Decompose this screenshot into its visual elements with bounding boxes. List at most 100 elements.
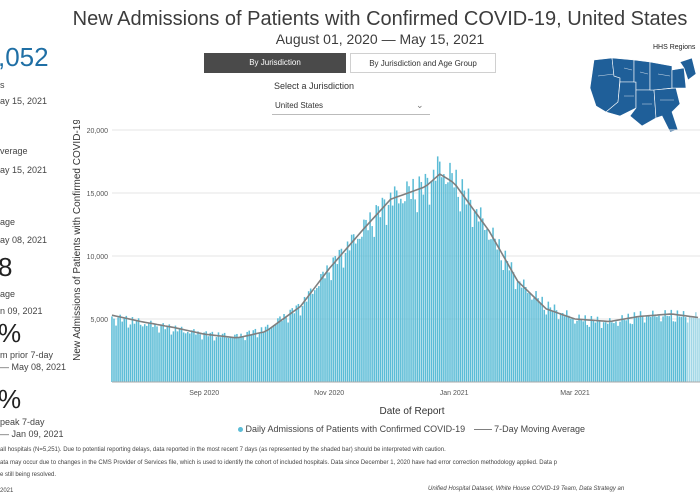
x-tick-label: Nov 2020 xyxy=(314,390,344,397)
date-range-subtitle: August 01, 2020 — May 15, 2021 xyxy=(275,31,485,47)
daily-admissions-bar xyxy=(197,331,199,382)
daily-admissions-bar xyxy=(449,162,451,382)
daily-admissions-bar xyxy=(143,324,146,382)
tab-by-jurisdiction[interactable]: By Jurisdiction xyxy=(204,53,346,73)
daily-admissions-bar xyxy=(152,326,154,382)
kpi-total-admissions-date: ay 15, 2021 xyxy=(0,96,48,106)
daily-admissions-bar xyxy=(156,326,158,382)
daily-admissions-bar xyxy=(379,217,382,382)
daily-admissions-bar xyxy=(199,334,201,382)
daily-admissions-bar xyxy=(475,209,478,382)
daily-admissions-bar xyxy=(467,188,470,382)
kpi-change-peak-line1: peak 7-day xyxy=(0,417,45,427)
map-region-plains[interactable] xyxy=(633,59,651,91)
daily-admissions-bar xyxy=(621,315,623,382)
daily-admissions-bar xyxy=(301,306,304,382)
daily-admissions-bar xyxy=(363,219,365,382)
daily-admissions-bar xyxy=(428,204,431,382)
daily-admissions-bar xyxy=(590,316,593,382)
daily-admissions-bar xyxy=(219,337,222,382)
daily-admissions-bar xyxy=(650,316,652,382)
daily-admissions-bar xyxy=(225,337,228,382)
jurisdiction-select[interactable]: United States xyxy=(272,97,430,115)
kpi-peak-date: n 09, 2021 xyxy=(0,306,43,316)
daily-admissions-bar xyxy=(154,323,156,382)
daily-admissions-bar xyxy=(287,322,289,382)
daily-admissions-bar xyxy=(350,234,353,382)
daily-admissions-bar xyxy=(635,317,638,382)
daily-admissions-bar xyxy=(238,337,240,382)
daily-admissions-bar xyxy=(252,330,255,382)
daily-admissions-bar xyxy=(549,307,552,382)
daily-admissions-bar xyxy=(406,181,408,382)
daily-admissions-bar xyxy=(533,298,535,382)
daily-admissions-bar xyxy=(414,199,416,382)
daily-admissions-bar xyxy=(205,331,207,382)
map-region-midwest[interactable] xyxy=(649,61,673,91)
daily-admissions-bar xyxy=(381,197,384,382)
daily-admissions-bar xyxy=(230,337,232,382)
x-tick-label: Sep 2020 xyxy=(189,390,219,397)
map-region-mid-atlantic[interactable] xyxy=(671,67,687,89)
daily-admissions-bar xyxy=(211,331,214,382)
daily-admissions-bar xyxy=(566,310,568,382)
daily-admissions-bar xyxy=(459,211,462,382)
daily-admissions-bar xyxy=(455,169,457,382)
daily-admissions-bar xyxy=(162,323,164,382)
daily-admissions-bar xyxy=(367,230,369,382)
daily-admissions-bar xyxy=(518,281,521,382)
daily-admissions-bar xyxy=(623,319,625,382)
kpi-change-prior-value: % xyxy=(0,318,22,348)
daily-admissions-bar xyxy=(127,327,130,382)
daily-admissions-bar xyxy=(195,334,197,382)
daily-admissions-bar xyxy=(393,186,396,382)
daily-admissions-bar xyxy=(672,321,675,382)
daily-admissions-bar xyxy=(664,310,666,382)
daily-admissions-bar xyxy=(164,329,166,382)
daily-admissions-bar xyxy=(561,312,564,382)
daily-admissions-bar xyxy=(695,312,697,382)
daily-admissions-bar xyxy=(504,250,507,382)
map-region-northeast[interactable] xyxy=(679,57,697,81)
line-legend-swatch xyxy=(473,429,492,431)
daily-admissions-bar xyxy=(201,339,203,382)
daily-admissions-bar xyxy=(404,201,406,382)
daily-admissions-bar xyxy=(662,316,664,382)
daily-admissions-bar xyxy=(184,333,187,382)
daily-admissions-bar xyxy=(217,332,220,382)
daily-admissions-bar xyxy=(625,320,627,382)
y-axis-label: New Admissions of Patients with Confirme… xyxy=(72,120,83,361)
daily-admissions-bar xyxy=(438,161,441,382)
daily-admissions-bar xyxy=(568,315,570,382)
daily-admissions-bar xyxy=(330,280,332,382)
tab-by-jurisdiction-and-age-group[interactable]: By Jurisdiction and Age Group xyxy=(350,53,496,73)
daily-admissions-bar xyxy=(416,212,418,382)
daily-admissions-bar xyxy=(268,328,271,382)
daily-admissions-bar xyxy=(148,322,150,382)
daily-admissions-bar xyxy=(484,230,486,382)
daily-admissions-bar xyxy=(299,315,302,382)
daily-admissions-bar xyxy=(498,239,500,382)
daily-admissions-bar xyxy=(615,321,617,382)
daily-admissions-bar xyxy=(545,314,548,382)
daily-admissions-bar xyxy=(305,301,308,382)
moving-average-line xyxy=(111,173,699,339)
daily-admissions-bar xyxy=(678,316,681,382)
daily-admissions-bar xyxy=(432,169,435,382)
chevron-down-icon[interactable]: ⌄ xyxy=(416,100,424,110)
daily-admissions-bar xyxy=(295,305,298,382)
hhs-regions-map[interactable] xyxy=(584,52,700,138)
daily-admissions-bar xyxy=(680,316,683,382)
daily-admissions-bar xyxy=(389,192,392,382)
daily-admissions-bar xyxy=(647,316,650,382)
kpi-average-date: ay 15, 2021 xyxy=(0,165,48,175)
daily-admissions-bar xyxy=(527,292,529,382)
daily-admissions-bar xyxy=(387,204,390,382)
daily-admissions-bar xyxy=(311,293,314,382)
daily-admissions-bar xyxy=(111,316,113,382)
x-axis-label: Date of Report xyxy=(379,406,444,417)
daily-admissions-bar xyxy=(369,212,371,382)
daily-admissions-bar xyxy=(514,289,517,382)
daily-admissions-bar xyxy=(617,325,619,382)
daily-admissions-bar xyxy=(223,332,226,382)
